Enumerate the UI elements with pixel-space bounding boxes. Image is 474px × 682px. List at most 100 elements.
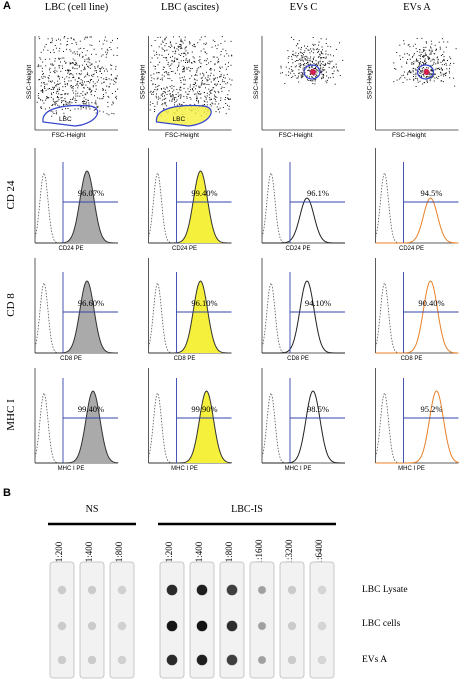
event-dot <box>195 82 196 84</box>
event-dot <box>188 91 190 92</box>
event-dot <box>89 36 91 38</box>
event-dot <box>424 55 426 57</box>
event-dot <box>412 71 414 73</box>
event-dot <box>149 91 151 93</box>
event-dot <box>331 73 333 75</box>
event-dot <box>418 55 420 57</box>
event-dot <box>410 71 412 73</box>
event-dot <box>108 114 110 116</box>
event-dot <box>319 54 321 56</box>
event-dot <box>298 53 299 55</box>
blot-dot <box>166 654 178 666</box>
event-dot <box>88 88 90 90</box>
event-dot <box>196 95 198 97</box>
event-dot <box>178 65 179 67</box>
event-dot <box>330 54 332 56</box>
event-dot <box>336 69 338 71</box>
event-dot <box>295 55 297 57</box>
event-dot <box>116 55 118 56</box>
event-dot <box>433 63 435 65</box>
event-dot <box>183 52 184 54</box>
event-dot <box>115 90 116 92</box>
event-dot <box>219 70 221 72</box>
event-dot <box>415 72 417 74</box>
event-dot <box>78 65 80 67</box>
event-dot <box>442 81 444 83</box>
event-dot <box>70 99 72 100</box>
event-dot <box>172 70 174 72</box>
event-dot <box>116 75 118 77</box>
event-dot <box>328 63 330 65</box>
event-dot <box>83 69 85 71</box>
event-dot <box>321 73 323 75</box>
event-dot <box>178 94 180 96</box>
event-dot <box>57 100 59 102</box>
event-dot <box>75 61 77 63</box>
event-dot <box>308 60 310 62</box>
event-dot <box>433 53 435 55</box>
event-dot <box>315 69 317 71</box>
event-dot <box>210 61 212 63</box>
event-dot <box>113 54 115 56</box>
event-dot <box>73 51 75 53</box>
event-dot <box>185 58 187 60</box>
event-dot <box>57 88 58 90</box>
event-dot <box>210 69 212 71</box>
event-dot <box>195 73 197 75</box>
event-dot <box>197 42 199 44</box>
histogram: 96.10%CD8 PE <box>148 258 232 362</box>
event-dot <box>61 102 62 104</box>
event-dot <box>98 79 99 81</box>
event-dot <box>193 61 195 62</box>
event-dot <box>194 82 196 83</box>
event-dot <box>427 76 429 78</box>
event-dot <box>441 64 443 66</box>
event-dot <box>51 105 53 106</box>
event-dot <box>111 65 113 66</box>
event-dot <box>106 40 108 42</box>
event-dot <box>280 72 282 74</box>
event-dot <box>421 61 423 63</box>
event-dot <box>96 71 97 73</box>
event-dot <box>195 88 196 90</box>
event-dot <box>180 86 181 88</box>
event-dot <box>194 61 196 63</box>
event-dot <box>430 60 432 62</box>
event-dot <box>106 79 108 81</box>
event-dot <box>222 81 224 83</box>
event-dot <box>79 55 80 57</box>
event-dot <box>60 43 62 45</box>
event-dot <box>311 66 313 68</box>
event-dot <box>72 85 74 87</box>
blot-dot <box>57 621 67 631</box>
event-dot <box>325 50 327 52</box>
event-dot <box>439 46 441 48</box>
event-dot <box>329 63 331 65</box>
event-dot <box>442 59 444 61</box>
gate-percent: 99.40% <box>78 404 104 414</box>
event-dot <box>430 53 432 55</box>
blot-dot <box>257 585 267 595</box>
event-dot <box>69 101 71 103</box>
event-dot <box>203 92 205 94</box>
event-dot <box>156 93 157 95</box>
event-dot <box>199 86 201 88</box>
event-dot <box>82 91 84 93</box>
event-dot <box>157 72 159 73</box>
event-dot <box>86 63 87 65</box>
event-dot <box>430 47 432 49</box>
event-dot <box>399 44 401 46</box>
event-dot <box>310 79 311 81</box>
event-dot <box>420 72 422 74</box>
event-dot <box>173 97 175 99</box>
event-dot <box>156 72 158 74</box>
event-dot <box>151 57 153 59</box>
event-dot <box>52 103 54 105</box>
event-dot <box>309 63 311 65</box>
event-dot <box>183 56 185 58</box>
event-dot <box>423 74 424 76</box>
event-dot <box>38 79 40 81</box>
event-dot <box>183 83 185 85</box>
event-dot <box>153 90 155 92</box>
event-dot <box>195 93 197 95</box>
